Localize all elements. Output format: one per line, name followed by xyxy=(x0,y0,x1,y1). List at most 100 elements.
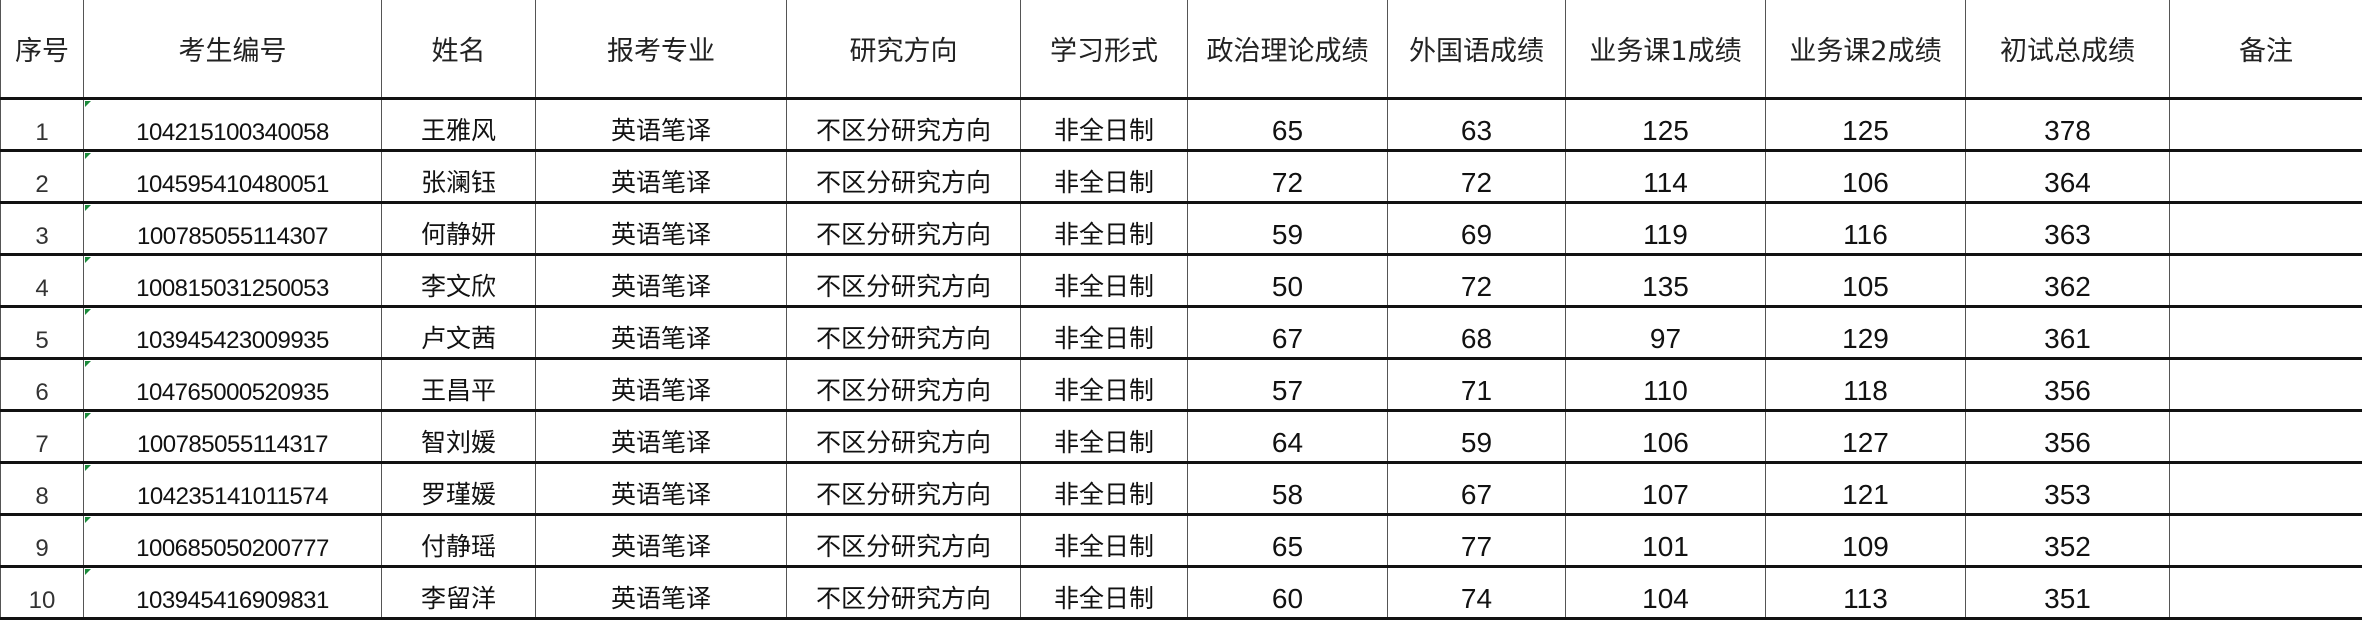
cell-foreign-language[interactable]: 72 xyxy=(1388,255,1566,307)
cell-study-mode[interactable]: 非全日制 xyxy=(1021,463,1188,515)
cell-study-mode[interactable]: 非全日制 xyxy=(1021,255,1188,307)
header-col-major[interactable]: 报考专业 xyxy=(536,0,787,99)
cell-subject2[interactable]: 109 xyxy=(1766,515,1966,567)
cell-name[interactable]: 智刘媛 xyxy=(382,411,536,463)
cell-remark[interactable] xyxy=(2170,359,2362,411)
cell-study-mode[interactable]: 非全日制 xyxy=(1021,515,1188,567)
cell-direction[interactable]: 不区分研究方向 xyxy=(787,151,1021,203)
cell-name[interactable]: 付静瑶 xyxy=(382,515,536,567)
cell-index[interactable]: 5 xyxy=(1,307,84,359)
cell-exam-id[interactable]: 104595410480051 xyxy=(84,151,382,203)
cell-index[interactable]: 1 xyxy=(1,99,84,151)
cell-foreign-language[interactable]: 63 xyxy=(1388,99,1566,151)
cell-remark[interactable] xyxy=(2170,255,2362,307)
cell-major[interactable]: 英语笔译 xyxy=(536,255,787,307)
cell-index[interactable]: 9 xyxy=(1,515,84,567)
cell-name[interactable]: 张澜钰 xyxy=(382,151,536,203)
cell-name[interactable]: 王雅风 xyxy=(382,99,536,151)
cell-name[interactable]: 李文欣 xyxy=(382,255,536,307)
header-col-subject1[interactable]: 业务课1成绩 xyxy=(1566,0,1766,99)
cell-subject1[interactable]: 135 xyxy=(1566,255,1766,307)
cell-subject1[interactable]: 101 xyxy=(1566,515,1766,567)
cell-major[interactable]: 英语笔译 xyxy=(536,463,787,515)
cell-remark[interactable] xyxy=(2170,151,2362,203)
cell-index[interactable]: 6 xyxy=(1,359,84,411)
cell-subject1[interactable]: 97 xyxy=(1566,307,1766,359)
cell-direction[interactable]: 不区分研究方向 xyxy=(787,567,1021,619)
cell-politics[interactable]: 58 xyxy=(1188,463,1388,515)
header-col-politics[interactable]: 政治理论成绩 xyxy=(1188,0,1388,99)
header-col-remark[interactable]: 备注 xyxy=(2170,0,2362,99)
cell-exam-id[interactable]: 104235141011574 xyxy=(84,463,382,515)
cell-index[interactable]: 4 xyxy=(1,255,84,307)
cell-remark[interactable] xyxy=(2170,567,2362,619)
cell-politics[interactable]: 65 xyxy=(1188,515,1388,567)
cell-subject2[interactable]: 129 xyxy=(1766,307,1966,359)
cell-politics[interactable]: 72 xyxy=(1188,151,1388,203)
cell-major[interactable]: 英语笔译 xyxy=(536,515,787,567)
cell-exam-id[interactable]: 103945416909831 xyxy=(84,567,382,619)
cell-subject1[interactable]: 107 xyxy=(1566,463,1766,515)
header-col-name[interactable]: 姓名 xyxy=(382,0,536,99)
cell-subject2[interactable]: 106 xyxy=(1766,151,1966,203)
cell-subject2[interactable]: 105 xyxy=(1766,255,1966,307)
header-col-total[interactable]: 初试总成绩 xyxy=(1966,0,2170,99)
cell-major[interactable]: 英语笔译 xyxy=(536,567,787,619)
cell-subject1[interactable]: 104 xyxy=(1566,567,1766,619)
cell-total[interactable]: 362 xyxy=(1966,255,2170,307)
cell-index[interactable]: 8 xyxy=(1,463,84,515)
cell-index[interactable]: 2 xyxy=(1,151,84,203)
cell-foreign-language[interactable]: 74 xyxy=(1388,567,1566,619)
cell-subject2[interactable]: 127 xyxy=(1766,411,1966,463)
cell-exam-id[interactable]: 100685050200777 xyxy=(84,515,382,567)
header-col-direction[interactable]: 研究方向 xyxy=(787,0,1021,99)
cell-direction[interactable]: 不区分研究方向 xyxy=(787,359,1021,411)
cell-total[interactable]: 364 xyxy=(1966,151,2170,203)
cell-subject1[interactable]: 106 xyxy=(1566,411,1766,463)
cell-name[interactable]: 卢文茜 xyxy=(382,307,536,359)
cell-politics[interactable]: 57 xyxy=(1188,359,1388,411)
cell-foreign-language[interactable]: 72 xyxy=(1388,151,1566,203)
cell-foreign-language[interactable]: 71 xyxy=(1388,359,1566,411)
cell-study-mode[interactable]: 非全日制 xyxy=(1021,203,1188,255)
cell-remark[interactable] xyxy=(2170,463,2362,515)
cell-total[interactable]: 356 xyxy=(1966,359,2170,411)
cell-exam-id[interactable]: 100785055114317 xyxy=(84,411,382,463)
cell-direction[interactable]: 不区分研究方向 xyxy=(787,463,1021,515)
cell-total[interactable]: 363 xyxy=(1966,203,2170,255)
cell-subject2[interactable]: 113 xyxy=(1766,567,1966,619)
cell-subject1[interactable]: 125 xyxy=(1566,99,1766,151)
cell-subject1[interactable]: 119 xyxy=(1566,203,1766,255)
cell-exam-id[interactable]: 100815031250053 xyxy=(84,255,382,307)
cell-foreign-language[interactable]: 67 xyxy=(1388,463,1566,515)
cell-politics[interactable]: 65 xyxy=(1188,99,1388,151)
cell-foreign-language[interactable]: 77 xyxy=(1388,515,1566,567)
cell-politics[interactable]: 50 xyxy=(1188,255,1388,307)
cell-politics[interactable]: 59 xyxy=(1188,203,1388,255)
cell-subject2[interactable]: 116 xyxy=(1766,203,1966,255)
header-col-index[interactable]: 序号 xyxy=(1,0,84,99)
cell-politics[interactable]: 67 xyxy=(1188,307,1388,359)
cell-politics[interactable]: 64 xyxy=(1188,411,1388,463)
cell-remark[interactable] xyxy=(2170,515,2362,567)
cell-total[interactable]: 356 xyxy=(1966,411,2170,463)
cell-study-mode[interactable]: 非全日制 xyxy=(1021,411,1188,463)
cell-direction[interactable]: 不区分研究方向 xyxy=(787,255,1021,307)
cell-exam-id[interactable]: 100785055114307 xyxy=(84,203,382,255)
cell-name[interactable]: 李留洋 xyxy=(382,567,536,619)
cell-remark[interactable] xyxy=(2170,99,2362,151)
cell-foreign-language[interactable]: 69 xyxy=(1388,203,1566,255)
cell-total[interactable]: 361 xyxy=(1966,307,2170,359)
cell-exam-id[interactable]: 103945423009935 xyxy=(84,307,382,359)
cell-major[interactable]: 英语笔译 xyxy=(536,359,787,411)
header-col-study-mode[interactable]: 学习形式 xyxy=(1021,0,1188,99)
cell-study-mode[interactable]: 非全日制 xyxy=(1021,99,1188,151)
cell-major[interactable]: 英语笔译 xyxy=(536,203,787,255)
header-col-foreign-language[interactable]: 外国语成绩 xyxy=(1388,0,1566,99)
cell-name[interactable]: 王昌平 xyxy=(382,359,536,411)
cell-foreign-language[interactable]: 59 xyxy=(1388,411,1566,463)
cell-name[interactable]: 何静妍 xyxy=(382,203,536,255)
cell-remark[interactable] xyxy=(2170,203,2362,255)
cell-exam-id[interactable]: 104215100340058 xyxy=(84,99,382,151)
cell-direction[interactable]: 不区分研究方向 xyxy=(787,515,1021,567)
